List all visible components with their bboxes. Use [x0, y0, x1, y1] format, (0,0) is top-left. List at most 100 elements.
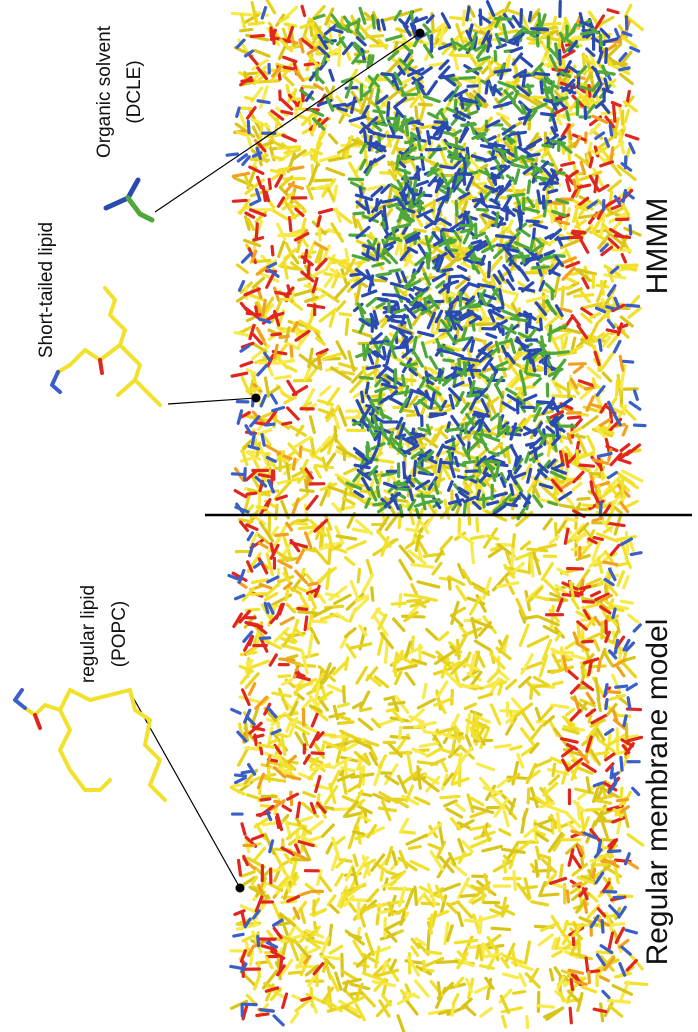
- bond: [428, 931, 429, 952]
- bond: [347, 813, 359, 816]
- bond: [465, 163, 466, 172]
- bond: [539, 855, 549, 858]
- bond: [389, 188, 391, 201]
- bond: [286, 244, 290, 253]
- bond: [594, 783, 602, 786]
- bond: [336, 837, 345, 844]
- bond: [408, 752, 412, 773]
- bond: [529, 353, 531, 362]
- bond: [327, 843, 332, 853]
- pointer-dot: [416, 29, 425, 38]
- bond: [455, 940, 476, 942]
- bond: [611, 148, 612, 159]
- bond: [551, 82, 553, 93]
- bond: [351, 644, 371, 648]
- bond: [377, 245, 378, 260]
- bond: [412, 637, 413, 649]
- bond: [473, 322, 475, 330]
- bond: [596, 752, 608, 754]
- bond: [483, 215, 494, 219]
- bond: [274, 1016, 283, 1025]
- bond: [418, 700, 434, 708]
- bond: [477, 764, 493, 770]
- bond: [248, 795, 259, 798]
- bond: [251, 35, 263, 36]
- bond: [445, 242, 453, 244]
- bond: [321, 387, 330, 395]
- bond: [290, 206, 300, 208]
- bond: [377, 273, 390, 275]
- bond: [444, 133, 455, 135]
- bond: [542, 114, 555, 116]
- bond: [568, 289, 581, 294]
- bond: [360, 325, 363, 332]
- bond: [475, 740, 492, 741]
- bond: [233, 200, 246, 201]
- bond: [477, 324, 498, 325]
- bond: [416, 981, 428, 996]
- bond: [419, 202, 421, 211]
- bond: [441, 537, 451, 549]
- bond: [378, 299, 388, 300]
- bond: [566, 643, 575, 649]
- bond: [464, 501, 465, 515]
- pointer-dot: [252, 394, 261, 403]
- bond: [439, 460, 441, 472]
- bond: [376, 947, 379, 967]
- bond: [389, 702, 403, 704]
- bond: [614, 341, 619, 352]
- bond: [232, 709, 240, 713]
- bond: [585, 107, 586, 118]
- bond: [274, 928, 281, 937]
- bond: [235, 332, 249, 335]
- bond: [470, 25, 472, 35]
- bond: [292, 254, 298, 262]
- bond: [273, 693, 291, 696]
- bond: [288, 367, 296, 371]
- bond: [477, 491, 479, 499]
- bond: [585, 387, 595, 389]
- bond: [496, 35, 500, 45]
- bond: [236, 595, 244, 598]
- bond: [514, 992, 525, 994]
- bond: [532, 29, 548, 30]
- bond: [463, 11, 464, 25]
- bond: [599, 52, 602, 62]
- bond: [329, 135, 336, 143]
- bond: [569, 417, 580, 418]
- bond: [456, 201, 457, 215]
- bond: [561, 309, 571, 312]
- bond: [367, 299, 376, 306]
- bond: [625, 5, 631, 16]
- bond: [312, 753, 323, 754]
- bond: [361, 160, 365, 169]
- bond: [514, 872, 515, 890]
- bond: [443, 269, 451, 270]
- bond: [241, 303, 247, 310]
- bond: [553, 396, 575, 397]
- bond: [399, 776, 406, 792]
- bond: [357, 220, 362, 232]
- bond: [391, 960, 395, 969]
- bond: [346, 558, 354, 565]
- bond: [452, 1005, 453, 1015]
- bond: [279, 242, 284, 257]
- bond: [594, 538, 602, 540]
- bond: [288, 381, 296, 394]
- bond: [419, 245, 427, 257]
- bond: [500, 830, 510, 835]
- bond: [595, 640, 599, 650]
- bond: [259, 543, 267, 547]
- bond: [588, 436, 594, 449]
- bond: [581, 390, 591, 398]
- bond: [339, 722, 353, 723]
- bond: [483, 846, 502, 850]
- bond: [503, 1016, 506, 1026]
- bond: [361, 692, 369, 708]
- bond: [549, 502, 557, 504]
- bond: [417, 894, 424, 903]
- bond: [383, 348, 385, 357]
- bond: [323, 735, 334, 736]
- bond: [351, 582, 357, 599]
- bond: [520, 625, 528, 645]
